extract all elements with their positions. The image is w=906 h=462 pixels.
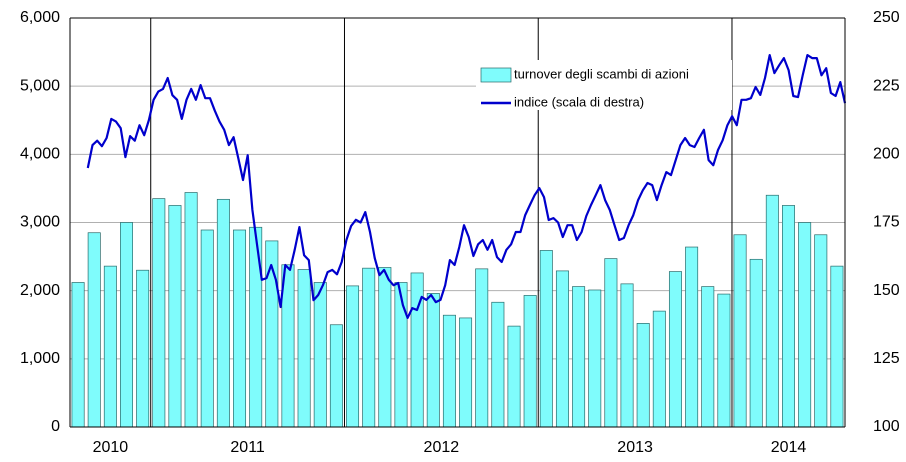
y2-tick-label: 250 [873, 9, 900, 26]
legend-label: indice (scala di destra) [514, 94, 644, 109]
bar [507, 325, 521, 428]
bar [313, 282, 327, 428]
bar [233, 229, 247, 428]
y2-tick-label: 225 [873, 77, 900, 94]
legend-swatch [480, 67, 512, 83]
y-tick-label: 5,000 [20, 77, 60, 94]
bar [668, 271, 682, 428]
y-tick-label: 1,000 [20, 350, 60, 367]
y-tick-label: 0 [51, 418, 60, 435]
bar [652, 310, 666, 428]
legend-label: turnover degli scambi di azioni [514, 66, 689, 81]
bar [136, 269, 150, 428]
bar [798, 222, 812, 428]
bar [701, 286, 715, 428]
bar [346, 285, 360, 428]
bar [620, 283, 634, 428]
legend-box [476, 60, 732, 110]
bar [249, 226, 263, 428]
bar [329, 324, 343, 428]
y-tick-label: 3,000 [20, 214, 60, 231]
x-group-label: 2010 [93, 439, 129, 456]
bar [475, 268, 489, 428]
bar [394, 282, 408, 428]
bar [200, 229, 214, 428]
bar [152, 198, 166, 428]
bar [297, 269, 311, 428]
bar [717, 293, 731, 428]
y-tick-label: 2,000 [20, 282, 60, 299]
bar [830, 265, 844, 428]
bar [636, 323, 650, 428]
y2-tick-label: 200 [873, 146, 900, 163]
bar [749, 258, 763, 428]
x-group-label: 2012 [424, 439, 460, 456]
bar [87, 232, 101, 428]
y-tick-label: 6,000 [20, 9, 60, 26]
y2-tick-label: 150 [873, 282, 900, 299]
bar [733, 234, 747, 428]
x-group-label: 2013 [617, 439, 653, 456]
bar [442, 314, 456, 428]
bar [103, 265, 117, 428]
bar [426, 293, 440, 428]
bar [184, 192, 198, 428]
bar [572, 286, 586, 428]
bar [459, 317, 473, 428]
bar [120, 222, 133, 428]
bar [71, 282, 85, 428]
bar [168, 205, 182, 428]
bar [685, 246, 699, 428]
bar [765, 194, 779, 428]
bar [539, 250, 553, 428]
y2-tick-label: 125 [873, 350, 900, 367]
bar [491, 301, 505, 428]
x-group-label: 2014 [771, 439, 807, 456]
bar [555, 270, 569, 428]
y2-tick-label: 175 [873, 214, 900, 231]
bar [523, 295, 537, 428]
bar [604, 258, 618, 428]
bar [362, 267, 376, 428]
bar [378, 267, 392, 428]
y-tick-label: 4,000 [20, 146, 60, 163]
bar [782, 205, 795, 428]
bar [588, 289, 602, 428]
bar [814, 234, 828, 428]
x-group-label: 2011 [230, 439, 265, 456]
bar [216, 198, 230, 428]
y2-tick-label: 100 [873, 418, 900, 435]
line [86, 53, 847, 319]
